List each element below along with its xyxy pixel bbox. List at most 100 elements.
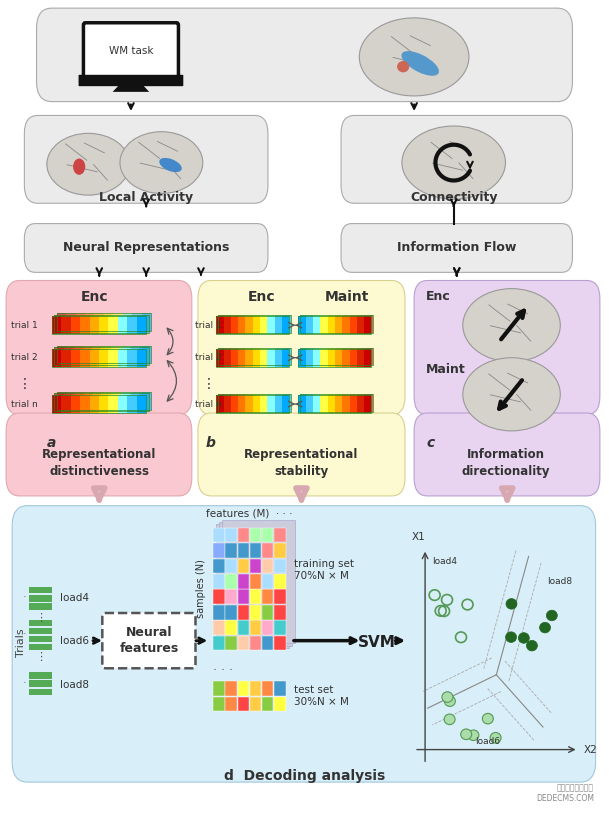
Bar <box>71 316 80 334</box>
Bar <box>250 589 261 604</box>
Text: Representational
stability: Representational stability <box>244 449 359 478</box>
Bar <box>104 346 113 363</box>
Bar <box>250 620 261 635</box>
Bar <box>224 395 231 413</box>
Bar <box>275 349 282 367</box>
Bar <box>83 315 92 333</box>
Text: b: b <box>205 436 215 450</box>
Bar <box>99 349 108 367</box>
Bar <box>118 349 127 367</box>
Text: WM task: WM task <box>108 46 153 56</box>
Bar <box>123 392 132 410</box>
Bar <box>275 395 282 413</box>
Bar <box>328 395 335 413</box>
Bar <box>344 394 351 411</box>
Ellipse shape <box>546 611 557 621</box>
Text: ⋮: ⋮ <box>35 652 46 662</box>
Bar <box>54 347 149 365</box>
Bar <box>85 313 94 331</box>
Ellipse shape <box>47 133 130 195</box>
Bar <box>233 394 240 411</box>
Bar <box>238 589 249 604</box>
Bar <box>213 543 225 558</box>
Bar <box>123 346 132 363</box>
Bar <box>29 689 52 695</box>
Bar <box>130 347 139 365</box>
Ellipse shape <box>120 132 203 193</box>
Text: trial 2: trial 2 <box>11 353 38 363</box>
Bar <box>29 644 52 650</box>
Bar <box>94 313 104 331</box>
Bar <box>262 605 273 620</box>
Bar <box>364 395 371 413</box>
Bar <box>57 392 66 410</box>
Text: ⋮: ⋮ <box>35 613 46 623</box>
Text: Neural
features: Neural features <box>119 626 179 655</box>
Text: 织梦内容管理系统
DEDECMS.COM: 织梦内容管理系统 DEDECMS.COM <box>536 784 594 803</box>
Bar <box>85 392 94 410</box>
Bar <box>63 315 73 333</box>
Bar <box>108 316 118 334</box>
Bar <box>262 348 269 366</box>
Ellipse shape <box>540 622 551 633</box>
Bar <box>357 316 364 334</box>
Bar <box>308 394 315 411</box>
Bar <box>250 574 261 589</box>
Bar <box>284 394 291 411</box>
Text: Information Flow: Information Flow <box>397 241 516 254</box>
Bar <box>71 349 80 367</box>
Bar <box>57 313 151 331</box>
Bar <box>262 574 273 589</box>
FancyBboxPatch shape <box>341 115 572 203</box>
Bar <box>329 348 337 366</box>
Text: Enc: Enc <box>426 290 451 303</box>
Bar <box>113 346 123 363</box>
Bar <box>139 347 149 365</box>
Text: trial n: trial n <box>195 399 222 409</box>
Bar <box>216 524 289 648</box>
Bar <box>213 528 225 542</box>
Bar <box>216 395 224 413</box>
Bar <box>298 395 371 413</box>
Bar <box>29 587 52 593</box>
Text: training set
70%N × M: training set 70%N × M <box>294 559 354 580</box>
Ellipse shape <box>160 158 181 172</box>
Bar <box>29 636 52 642</box>
Ellipse shape <box>359 18 469 96</box>
Bar <box>225 559 237 573</box>
Bar <box>260 395 267 413</box>
Bar <box>73 315 83 333</box>
Bar <box>231 316 238 334</box>
Bar <box>121 347 130 365</box>
Bar <box>274 636 286 650</box>
Ellipse shape <box>463 289 560 362</box>
Bar <box>306 349 313 367</box>
FancyBboxPatch shape <box>24 224 268 272</box>
Bar <box>225 528 237 542</box>
Bar <box>66 346 76 363</box>
Bar <box>298 316 306 334</box>
Bar <box>250 636 261 650</box>
Bar <box>225 315 233 333</box>
Bar <box>364 316 371 334</box>
Bar <box>108 395 118 413</box>
Bar <box>118 316 127 334</box>
Bar <box>313 316 320 334</box>
Bar <box>225 636 237 650</box>
Bar <box>225 394 233 411</box>
Bar <box>351 348 359 366</box>
Ellipse shape <box>397 61 409 72</box>
Bar <box>274 697 286 711</box>
Bar <box>219 522 292 646</box>
Bar <box>231 395 238 413</box>
Text: ·: · <box>23 629 26 639</box>
Bar <box>274 528 286 542</box>
Bar <box>132 346 141 363</box>
Text: Representational
distinctiveness: Representational distinctiveness <box>42 449 157 478</box>
Bar <box>255 315 262 333</box>
Bar <box>366 315 373 333</box>
Bar <box>260 349 267 367</box>
Bar <box>300 315 308 333</box>
Bar <box>359 315 366 333</box>
Bar <box>298 395 306 413</box>
